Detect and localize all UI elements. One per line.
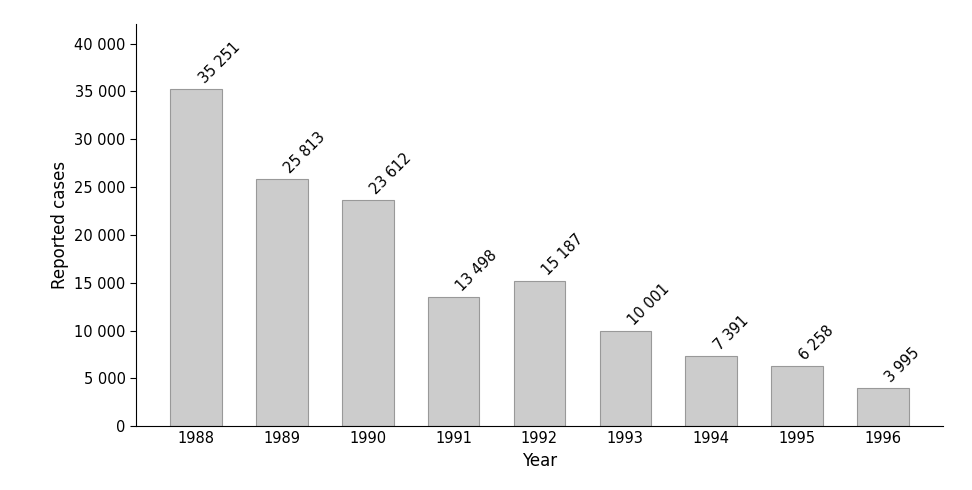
Bar xyxy=(857,388,909,426)
Text: 13 498: 13 498 xyxy=(454,248,501,294)
Bar xyxy=(257,179,308,426)
Text: 7 391: 7 391 xyxy=(712,313,751,353)
X-axis label: Year: Year xyxy=(522,452,557,470)
Bar xyxy=(600,331,651,426)
Text: 15 187: 15 187 xyxy=(539,231,586,278)
Bar xyxy=(342,200,394,426)
Bar xyxy=(685,356,737,426)
Y-axis label: Reported cases: Reported cases xyxy=(51,161,69,290)
Text: 3 995: 3 995 xyxy=(883,345,922,385)
Text: 35 251: 35 251 xyxy=(196,40,243,86)
Bar xyxy=(514,281,565,426)
Text: 10 001: 10 001 xyxy=(625,281,672,328)
Text: 23 612: 23 612 xyxy=(367,151,414,197)
Bar xyxy=(170,89,222,426)
Bar xyxy=(428,297,479,426)
Text: 25 813: 25 813 xyxy=(282,130,329,176)
Bar xyxy=(771,367,822,426)
Text: 6 258: 6 258 xyxy=(797,323,837,364)
